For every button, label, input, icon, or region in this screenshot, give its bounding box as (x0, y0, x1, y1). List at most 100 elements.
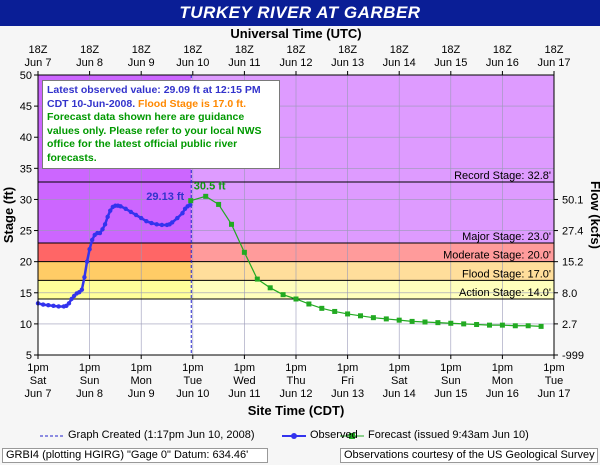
y-tick-label: 15 (20, 288, 32, 300)
observed-point (149, 220, 154, 226)
forecast-point (435, 320, 441, 326)
forecast-point (358, 313, 363, 319)
bottom-tick-date: Jun 12 (279, 388, 312, 400)
observed-point (154, 222, 159, 227)
observed-point (123, 206, 128, 211)
forecast-point (474, 322, 480, 328)
forecast-point (422, 319, 428, 325)
bottom-tick-day: Thu (287, 375, 306, 387)
top-tick-date: Jun 12 (279, 57, 312, 69)
bottom-tick-date: Jun 17 (537, 388, 570, 400)
forecast-point (487, 322, 492, 328)
legend: Graph Created (1:17pm Jun 10, 2008) Obse… (0, 428, 600, 444)
y-tick-label: 35 (20, 163, 32, 175)
right-axis-title: Flow (kcfs) (588, 181, 600, 249)
forecast-point (319, 305, 325, 311)
gage-datum-note: GRBI4 (plotting HGIRG) "Gage 0" Datum: 6… (2, 448, 268, 463)
top-tick-time: 18Z (235, 44, 254, 56)
latest-observation-note: Latest observed value: 29.09 ft at 12:15… (42, 80, 280, 169)
stage-label: Record Stage: 32.8' (454, 170, 551, 182)
observed-point (175, 215, 180, 221)
forecast-legend-label: Forecast (issued 9:43am Jun 10) (368, 429, 529, 441)
forecast-point (499, 322, 505, 328)
bottom-tick-day: Sat (30, 375, 47, 387)
observed-point (118, 204, 123, 209)
y-tick-label: 20 (20, 257, 32, 269)
guidance-text: Forecast data shown here are guidance va… (47, 111, 262, 164)
y-tick-label: 10 (20, 319, 32, 331)
top-tick-time: 18Z (493, 44, 512, 56)
bottom-tick-time: 1pm (388, 362, 409, 374)
observed-point (105, 214, 110, 220)
top-tick-date: Jun 15 (434, 57, 467, 69)
top-tick-date: Jun 9 (128, 57, 155, 69)
observed-point (97, 230, 103, 236)
bottom-tick-date: Jun 11 (228, 388, 260, 400)
bottom-tick-day: Tue (545, 375, 564, 387)
bottom-tick-day: Sun (80, 375, 100, 387)
top-tick-date: Jun 16 (486, 57, 519, 69)
observed-point (100, 227, 105, 232)
footer: GRBI4 (plotting HGIRG) "Gage 0" Datum: 6… (0, 448, 600, 465)
forecast-peak-annotation: 30.5 ft (194, 180, 226, 192)
bottom-tick-date: Jun 15 (434, 388, 467, 400)
flow-tick-label: 27.4 (562, 226, 583, 238)
forecast-point (448, 320, 454, 326)
forecast-point (383, 316, 389, 322)
observed-point (66, 301, 72, 306)
observed-point (169, 220, 175, 225)
latest-value-text: Latest observed value: 29.09 ft at 12:15… (47, 84, 261, 110)
observed-point (144, 219, 149, 224)
bottom-tick-date: Jun 14 (383, 388, 416, 400)
axes: 5 10 15 20 25 30 35 40 45 50 50.1 27.4 15.2 8.0 2.7 -99… (20, 44, 584, 400)
top-tick-date: Jun 11 (228, 57, 260, 69)
stage-label: Major Stage: 23.0' (462, 231, 551, 243)
chart-title-bar: TURKEY RIVER AT GARBER (0, 0, 600, 26)
observed-point (79, 287, 85, 292)
bottom-tick-time: 1pm (234, 362, 255, 374)
forecast-point (512, 323, 518, 329)
bottom-tick-date: Jun 7 (25, 388, 52, 400)
observed-point (84, 259, 90, 264)
y-tick-label: 30 (20, 194, 32, 206)
forecast-point (203, 193, 209, 199)
graph-created-legend-label: Graph Created (1:17pm Jun 10, 2008) (68, 429, 255, 441)
top-tick-date: Jun 10 (176, 57, 209, 69)
bottom-tick-date: Jun 9 (128, 388, 155, 400)
top-tick-time: 18Z (132, 44, 151, 56)
bottom-tick-day: Mon (130, 375, 151, 387)
top-tick-time: 18Z (390, 44, 409, 56)
observed-point (102, 222, 108, 227)
forecast-point (345, 311, 351, 317)
forecast-point (216, 201, 222, 207)
y-tick-label: 45 (20, 101, 32, 113)
observed-point (159, 222, 165, 228)
left-axis-title: Stage (ft) (1, 187, 16, 243)
forecast-point (409, 318, 415, 324)
top-tick-date: Jun 14 (383, 57, 416, 69)
forecast-point (267, 285, 273, 291)
bottom-tick-day: Sat (391, 375, 408, 387)
bottom-tick-time: 1pm (79, 362, 100, 374)
observed-point (82, 275, 87, 280)
top-tick-time: 18Z (29, 44, 48, 56)
top-tick-time: 18Z (338, 44, 357, 56)
y-tick-label: 25 (20, 226, 32, 238)
data-series: 29.13 ft 30.5 ft (35, 75, 544, 355)
observed-point (56, 304, 61, 309)
forecast-point (306, 301, 312, 307)
forecast-point (188, 198, 194, 204)
forecast-point (254, 276, 260, 282)
observed-point (46, 303, 51, 308)
forecast-point (396, 317, 402, 323)
bottom-tick-time: 1pm (492, 362, 513, 374)
top-tick-time: 18Z (183, 44, 202, 56)
bottom-tick-day: Tue (184, 375, 203, 387)
forecast-point (461, 321, 467, 327)
chart-title: TURKEY RIVER AT GARBER (179, 3, 421, 22)
forecast-line (190, 195, 542, 327)
bottom-tick-date: Jun 16 (486, 388, 519, 400)
observed-point (139, 215, 144, 221)
forecast-point (293, 296, 299, 302)
bottom-tick-time: 1pm (337, 362, 358, 374)
